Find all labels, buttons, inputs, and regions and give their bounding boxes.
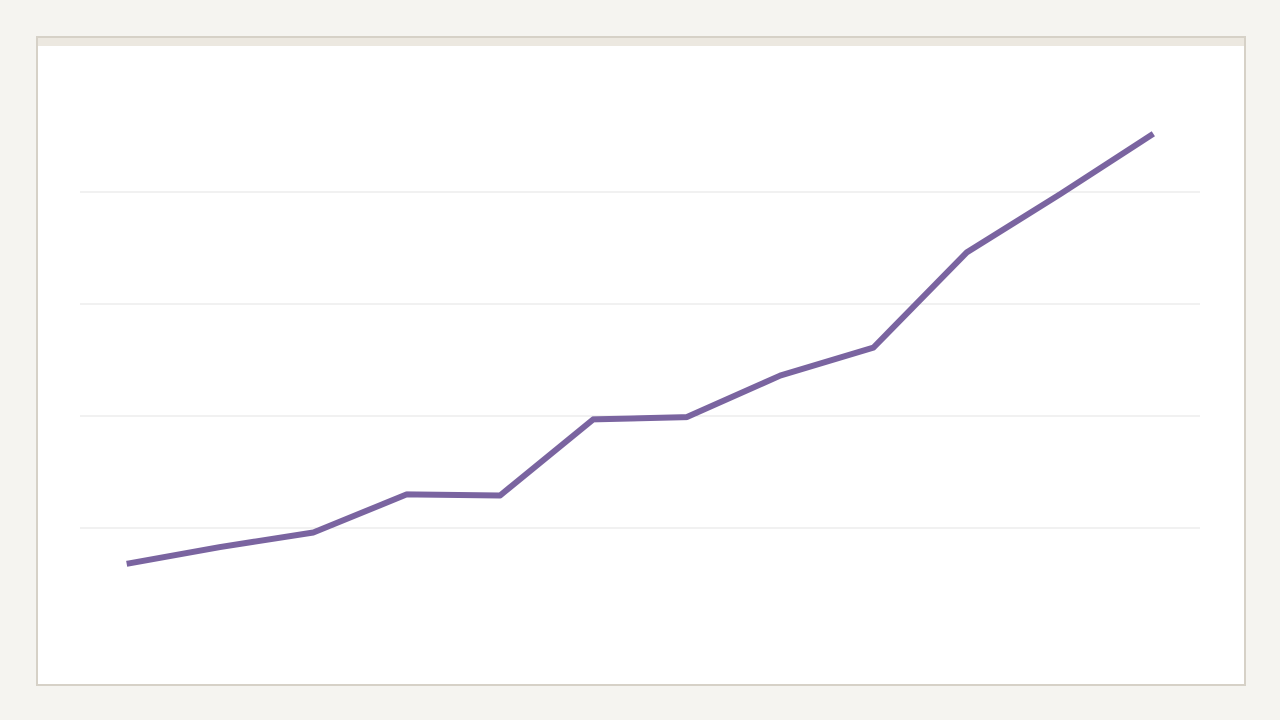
chart-card [36, 36, 1246, 686]
data-line [126, 131, 1155, 567]
card-header-strip [38, 38, 1244, 46]
